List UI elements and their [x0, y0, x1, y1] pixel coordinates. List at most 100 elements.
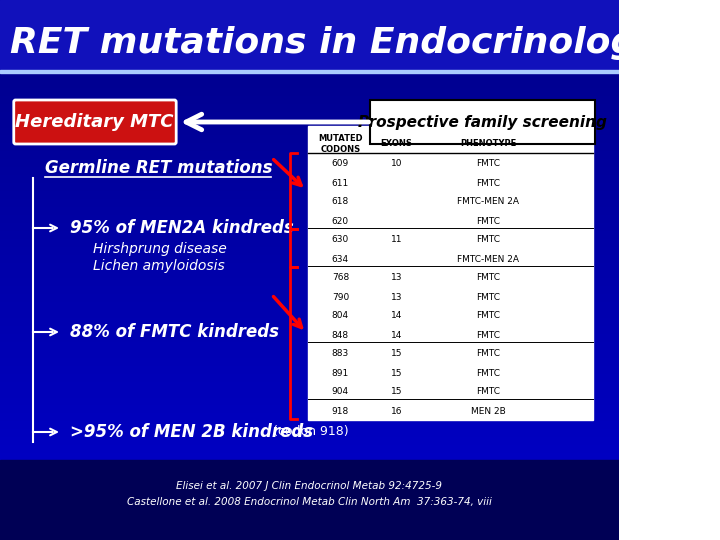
Bar — [0, 134, 618, 135]
Bar — [0, 29, 618, 30]
Bar — [0, 41, 618, 42]
Bar — [0, 288, 618, 289]
Bar — [0, 395, 618, 396]
Bar — [0, 226, 618, 227]
Bar — [0, 528, 618, 529]
Bar — [0, 458, 618, 459]
Bar — [0, 271, 618, 272]
Bar — [0, 459, 618, 460]
Bar — [0, 345, 618, 346]
Bar — [0, 63, 618, 64]
Bar — [0, 406, 618, 407]
Bar — [0, 38, 618, 39]
Bar — [0, 491, 618, 492]
Text: 904: 904 — [332, 388, 349, 396]
Bar — [0, 153, 618, 154]
Bar — [0, 370, 618, 371]
Bar — [0, 217, 618, 218]
Bar — [0, 34, 618, 35]
Bar — [0, 490, 618, 491]
Bar — [0, 183, 618, 184]
Bar — [0, 430, 618, 431]
Bar — [0, 73, 618, 74]
Bar — [0, 283, 618, 284]
Bar — [0, 90, 618, 91]
Bar — [0, 212, 618, 213]
Bar — [0, 417, 618, 418]
Bar — [0, 294, 618, 295]
Bar — [0, 484, 618, 485]
Bar — [0, 393, 618, 394]
Text: 14: 14 — [390, 330, 402, 340]
Text: FMTC: FMTC — [476, 330, 500, 340]
Text: >95% of MEN 2B kindreds: >95% of MEN 2B kindreds — [71, 423, 314, 441]
Bar — [0, 6, 618, 7]
Bar — [0, 75, 618, 76]
Bar — [0, 157, 618, 158]
Bar — [0, 335, 618, 336]
Bar — [0, 188, 618, 189]
Bar — [0, 164, 618, 165]
Bar — [0, 17, 618, 18]
Bar — [0, 99, 618, 100]
Bar — [0, 190, 618, 191]
Bar — [0, 358, 618, 359]
Bar — [0, 452, 618, 453]
Bar — [0, 215, 618, 216]
Bar — [0, 139, 618, 140]
Bar — [0, 142, 618, 143]
Bar — [0, 318, 618, 319]
Bar — [0, 320, 618, 321]
Bar — [0, 5, 618, 6]
Bar — [0, 24, 618, 25]
Bar — [0, 352, 618, 353]
Text: 620: 620 — [332, 217, 349, 226]
Bar — [0, 68, 618, 69]
Bar — [0, 298, 618, 299]
Bar — [0, 116, 618, 117]
Bar — [0, 314, 618, 315]
Bar — [0, 343, 618, 344]
Bar — [0, 178, 618, 179]
Bar — [0, 427, 618, 428]
Bar — [0, 476, 618, 477]
Bar — [0, 189, 618, 190]
Bar — [0, 307, 618, 308]
Bar — [0, 174, 618, 175]
Bar — [0, 177, 618, 178]
Bar — [0, 293, 618, 294]
Bar — [0, 516, 618, 517]
Bar — [0, 539, 618, 540]
Bar — [0, 499, 618, 500]
Bar — [0, 193, 618, 194]
Bar — [0, 43, 618, 44]
Bar — [0, 194, 618, 195]
Bar — [0, 276, 618, 277]
Bar — [0, 4, 618, 5]
Bar — [0, 23, 618, 24]
Bar — [0, 229, 618, 230]
Text: 15: 15 — [390, 349, 402, 359]
Bar — [0, 165, 618, 166]
Bar — [0, 132, 618, 133]
Bar — [0, 135, 618, 136]
Bar — [0, 40, 618, 41]
Bar — [0, 243, 618, 244]
Bar — [0, 27, 618, 28]
Bar — [0, 336, 618, 337]
Bar — [0, 1, 618, 2]
Bar — [0, 213, 618, 214]
Bar — [0, 35, 618, 36]
Bar — [0, 0, 618, 1]
Bar — [0, 416, 618, 417]
Bar — [0, 14, 618, 15]
Bar — [0, 316, 618, 317]
Bar — [0, 342, 618, 343]
Bar — [0, 315, 618, 316]
Bar — [0, 312, 618, 313]
Text: 611: 611 — [332, 179, 349, 187]
Bar — [0, 266, 618, 267]
Bar — [0, 289, 618, 290]
Bar — [0, 449, 618, 450]
Bar — [0, 361, 618, 362]
